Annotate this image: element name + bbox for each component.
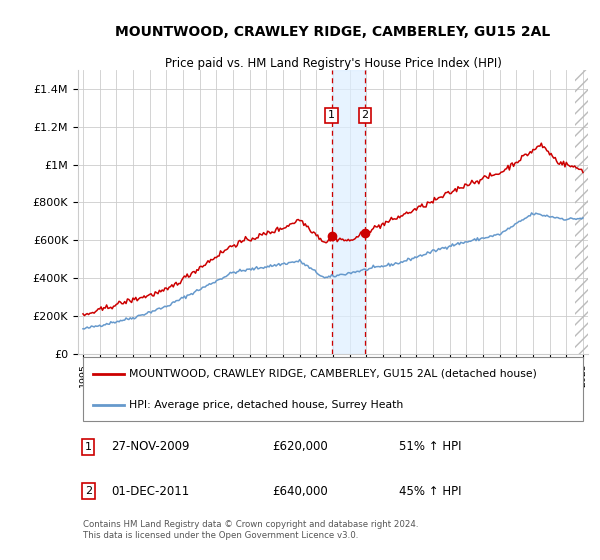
- Text: MOUNTWOOD, CRAWLEY RIDGE, CAMBERLEY, GU15 2AL: MOUNTWOOD, CRAWLEY RIDGE, CAMBERLEY, GU1…: [115, 25, 551, 39]
- Text: 1: 1: [85, 442, 92, 452]
- Text: 01-DEC-2011: 01-DEC-2011: [111, 484, 190, 498]
- Text: 51% ↑ HPI: 51% ↑ HPI: [400, 440, 462, 454]
- Text: 1: 1: [328, 110, 335, 120]
- Text: 27-NOV-2009: 27-NOV-2009: [111, 440, 190, 454]
- Text: HPI: Average price, detached house, Surrey Heath: HPI: Average price, detached house, Surr…: [129, 400, 403, 410]
- Text: MOUNTWOOD, CRAWLEY RIDGE, CAMBERLEY, GU15 2AL (detached house): MOUNTWOOD, CRAWLEY RIDGE, CAMBERLEY, GU1…: [129, 368, 537, 379]
- Text: 2: 2: [85, 486, 92, 496]
- Text: Price paid vs. HM Land Registry's House Price Index (HPI): Price paid vs. HM Land Registry's House …: [164, 57, 502, 69]
- Bar: [575, 70, 588, 354]
- Text: 2: 2: [361, 110, 368, 120]
- FancyBboxPatch shape: [83, 357, 583, 421]
- Text: £640,000: £640,000: [272, 484, 328, 498]
- Text: Contains HM Land Registry data © Crown copyright and database right 2024.
This d: Contains HM Land Registry data © Crown c…: [83, 520, 419, 540]
- Bar: [332, 70, 365, 354]
- Text: 45% ↑ HPI: 45% ↑ HPI: [400, 484, 462, 498]
- Text: £620,000: £620,000: [272, 440, 328, 454]
